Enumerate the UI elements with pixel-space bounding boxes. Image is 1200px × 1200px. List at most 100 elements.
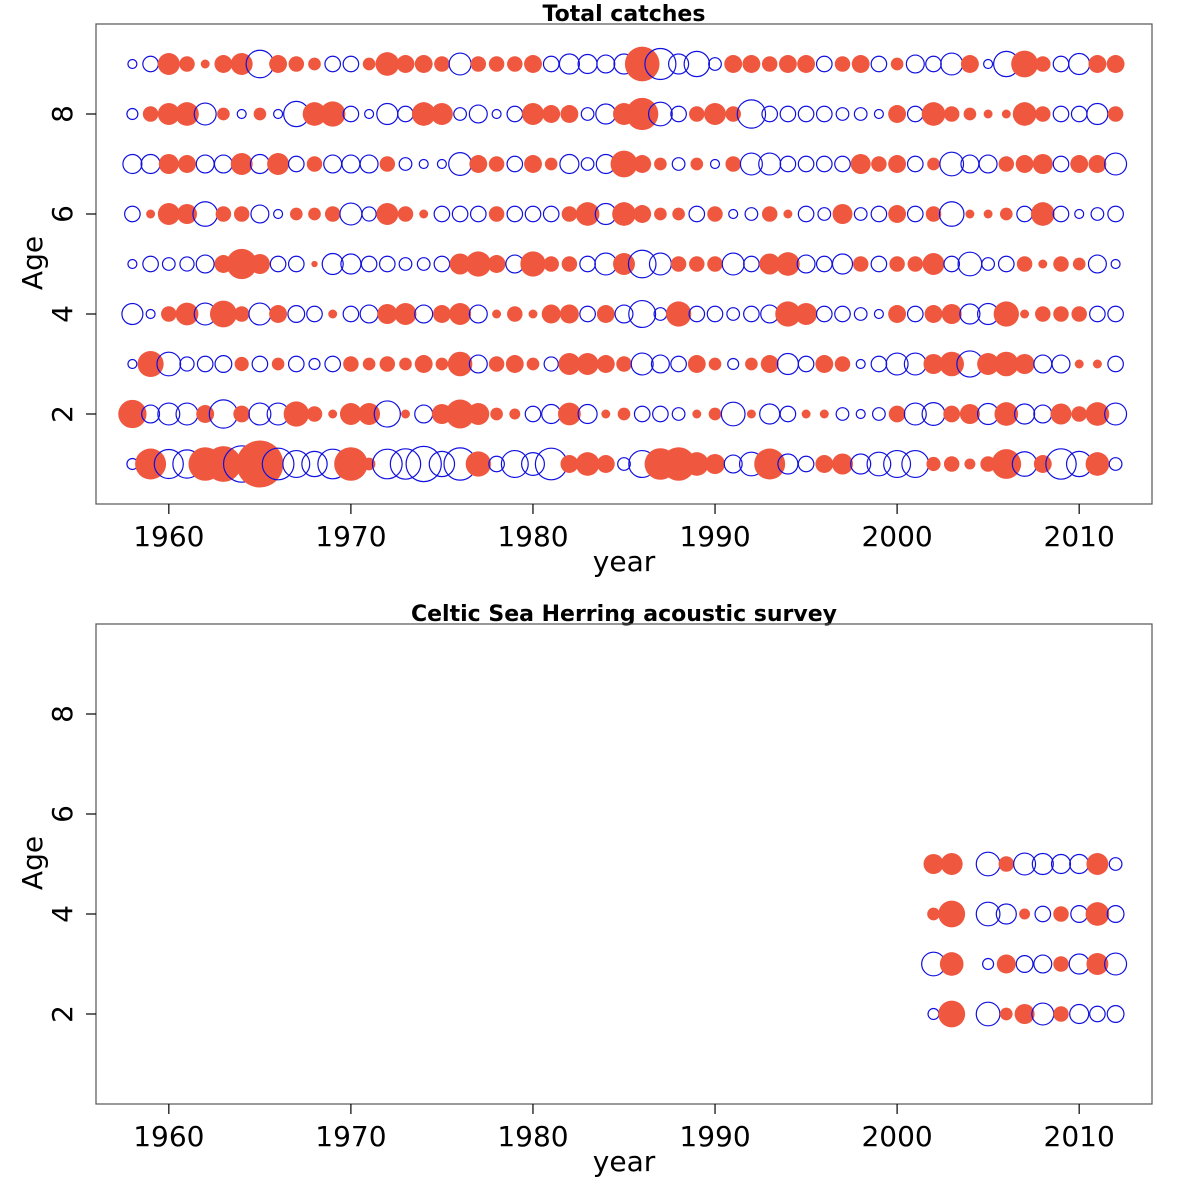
- positive-residual-bubble: [1030, 202, 1055, 226]
- panel-title: Total catches: [543, 2, 706, 27]
- positive-residual-bubble: [963, 107, 977, 121]
- positive-residual-bubble: [775, 301, 801, 327]
- negative-residual-bubble: [850, 453, 872, 475]
- negative-residual-bubble: [127, 358, 138, 370]
- positive-residual-bubble: [339, 403, 362, 425]
- negative-residual-bubble: [1104, 402, 1128, 426]
- negative-residual-bubble: [1108, 457, 1123, 471]
- positive-residual-bubble: [819, 409, 829, 419]
- negative-residual-bubble: [577, 53, 598, 75]
- positive-residual-bubble: [617, 407, 631, 421]
- negative-residual-bubble: [797, 205, 815, 223]
- negative-residual-bubble: [650, 354, 670, 374]
- negative-residual-bubble: [287, 155, 305, 173]
- positive-residual-bubble: [379, 356, 396, 372]
- negative-residual-bubble: [1089, 1005, 1106, 1023]
- negative-residual-bubble: [468, 354, 488, 374]
- positive-residual-bubble: [465, 451, 491, 477]
- positive-residual-bubble: [324, 206, 341, 222]
- negative-residual-bubble: [779, 105, 797, 123]
- positive-residual-bubble: [118, 399, 147, 429]
- y-axis-label: Age: [16, 836, 49, 890]
- negative-residual-bubble: [308, 357, 321, 371]
- positive-residual-bubble: [888, 305, 907, 323]
- negative-residual-bubble: [542, 205, 560, 223]
- negative-residual-bubble: [433, 255, 451, 273]
- negative-residual-bubble: [595, 103, 617, 125]
- negative-residual-bubble: [982, 957, 995, 971]
- positive-residual-bubble: [998, 856, 1015, 872]
- positive-residual-bubble: [938, 900, 966, 928]
- y-tick-label: 8: [46, 705, 79, 723]
- negative-residual-bubble: [127, 258, 138, 270]
- positive-residual-bubble: [707, 256, 723, 272]
- positive-residual-bubble: [922, 253, 945, 275]
- negative-residual-bubble: [469, 205, 487, 223]
- positive-residual-bubble: [379, 156, 396, 172]
- positive-residual-bubble: [267, 153, 290, 175]
- positive-residual-bubble: [707, 206, 723, 222]
- positive-residual-bubble: [343, 356, 359, 372]
- positive-residual-bubble: [558, 402, 581, 426]
- negative-residual-bubble: [389, 448, 422, 480]
- negative-residual-bubble: [273, 108, 284, 120]
- x-tick-label: 2010: [1044, 520, 1115, 553]
- positive-residual-bubble: [289, 207, 303, 221]
- positive-residual-bubble: [1092, 359, 1102, 369]
- positive-residual-bubble: [999, 207, 1013, 221]
- negative-residual-bubble: [927, 1007, 940, 1021]
- negative-residual-bubble: [287, 255, 305, 273]
- negative-residual-bubble: [179, 256, 195, 272]
- positive-residual-bubble: [507, 56, 523, 72]
- positive-residual-bubble: [725, 156, 741, 172]
- x-tick-label: 2000: [861, 520, 932, 553]
- negative-residual-bubble: [1068, 953, 1090, 975]
- negative-residual-bubble: [436, 158, 447, 170]
- negative-residual-bubble: [361, 206, 377, 222]
- negative-residual-bubble: [398, 157, 413, 171]
- positive-residual-bubble: [217, 107, 230, 121]
- negative-residual-bubble: [997, 255, 1015, 273]
- y-tick-label: 4: [46, 905, 79, 923]
- positive-residual-bubble: [746, 409, 756, 419]
- negative-residual-bubble: [723, 454, 743, 474]
- positive-residual-bubble: [760, 355, 779, 373]
- negative-residual-bubble: [282, 449, 311, 479]
- positive-residual-bubble: [725, 106, 741, 122]
- positive-residual-bubble: [759, 253, 781, 275]
- positive-residual-bubble: [470, 56, 487, 72]
- negative-residual-bubble: [1045, 448, 1077, 480]
- positive-residual-bubble: [488, 156, 505, 172]
- panel-title: Celtic Sea Herring acoustic survey: [411, 602, 837, 627]
- negative-residual-bubble: [236, 108, 247, 120]
- positive-residual-bubble: [328, 309, 338, 319]
- negative-residual-bubble: [500, 449, 529, 479]
- positive-residual-bubble: [175, 302, 199, 326]
- positive-residual-bubble: [467, 403, 490, 425]
- negative-residual-bubble: [342, 55, 360, 73]
- negative-residual-bubble: [1069, 853, 1090, 875]
- negative-residual-bubble: [1104, 152, 1128, 176]
- positive-residual-bubble: [921, 102, 946, 126]
- positive-residual-bubble: [560, 455, 579, 473]
- positive-residual-bubble: [1053, 1006, 1069, 1022]
- positive-residual-bubble: [308, 57, 321, 71]
- positive-residual-bubble: [991, 449, 1022, 479]
- negative-residual-bubble: [248, 302, 272, 326]
- negative-residual-bubble: [213, 154, 233, 174]
- negative-residual-bubble: [124, 205, 141, 223]
- negative-residual-bubble: [627, 249, 657, 279]
- negative-residual-bubble: [542, 55, 560, 73]
- positive-residual-bubble: [445, 399, 475, 429]
- negative-residual-bubble: [301, 450, 328, 478]
- negative-residual-bubble: [373, 400, 401, 428]
- negative-residual-bubble: [815, 55, 833, 73]
- positive-residual-bubble: [626, 97, 659, 131]
- x-tick-label: 1990: [679, 1120, 750, 1153]
- panel-acoustic-survey: Celtic Sea Herring acoustic survey year …: [16, 602, 1153, 1178]
- positive-residual-bubble: [939, 952, 964, 976]
- y-axis: 2 4 6 8: [46, 105, 96, 423]
- positive-residual-bubble: [215, 206, 232, 222]
- negative-residual-bubble: [870, 205, 888, 223]
